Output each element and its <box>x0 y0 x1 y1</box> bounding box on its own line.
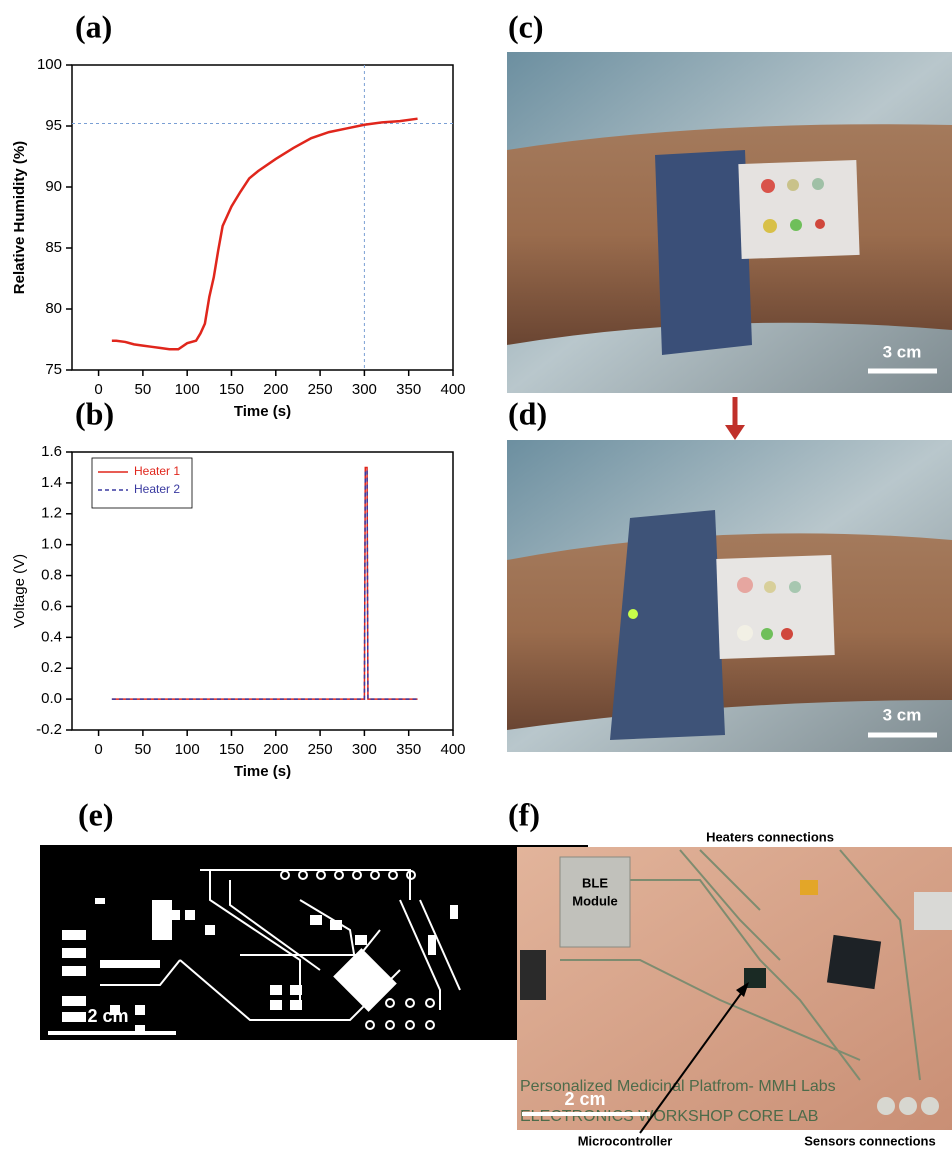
y-axis-label: Voltage (V) <box>11 554 28 628</box>
panel-label: (a) <box>75 8 112 44</box>
arrow-head <box>725 425 745 440</box>
plot-frame <box>72 65 453 370</box>
y-tick-label: -0.2 <box>36 721 62 738</box>
dot <box>789 581 801 593</box>
data-line <box>112 119 418 350</box>
x-tick-label: 0 <box>94 741 102 758</box>
y-tick-label: 90 <box>45 178 62 195</box>
y-tick-label: 100 <box>37 56 62 73</box>
figure: (a) (b) (c) (d) (e) (f) 3 cm 3 cm <box>0 0 952 1151</box>
patch <box>738 160 859 259</box>
x-tick-label: 250 <box>308 741 333 758</box>
annotation: Heaters connections <box>706 829 834 844</box>
y-tick-label: 80 <box>45 300 62 317</box>
x-axis-label: Time (s) <box>234 763 291 780</box>
dot <box>815 219 825 229</box>
connector <box>921 1097 939 1115</box>
pcb-layout: 2 cm <box>40 845 588 1040</box>
board-text: ELECTRONICS WORKSHOP CORE LAB <box>520 1108 818 1125</box>
x-tick-label: 400 <box>440 741 465 758</box>
x-tick-label: 350 <box>396 381 421 398</box>
panel-label: (e) <box>78 796 114 832</box>
dot <box>764 581 776 593</box>
button <box>914 892 952 930</box>
capacitor <box>800 880 818 895</box>
x-tick-label: 400 <box>440 381 465 398</box>
dot <box>763 219 777 233</box>
connector <box>899 1097 917 1115</box>
photo: 3 cm <box>507 440 952 752</box>
legend-label: Heater 2 <box>134 482 180 496</box>
y-tick-label: 1.6 <box>41 443 62 460</box>
panel-label: (d) <box>508 395 547 431</box>
dot <box>761 628 773 640</box>
x-tick-label: 250 <box>308 381 333 398</box>
annotation: Microcontroller <box>578 1133 673 1148</box>
panel-label: (f) <box>508 796 540 832</box>
dot <box>787 179 799 191</box>
y-tick-label: 1.2 <box>41 505 62 522</box>
y-tick-label: 0.8 <box>41 567 62 584</box>
panel-label: (b) <box>75 395 114 431</box>
y-tick-label: 0.2 <box>41 659 62 676</box>
y-tick-label: 1.0 <box>41 536 62 553</box>
x-axis-label: Time (s) <box>234 403 291 420</box>
legend-label: Heater 1 <box>134 464 180 478</box>
dot <box>812 178 824 190</box>
y-tick-label: 0.0 <box>41 690 62 707</box>
x-tick-label: 0 <box>94 381 102 398</box>
board-photo: BLE Module Personalized Medicinal Platfr… <box>517 847 952 1133</box>
scale-label: 3 cm <box>883 705 922 724</box>
dot <box>781 628 793 640</box>
dot <box>790 219 802 231</box>
x-tick-label: 150 <box>219 741 244 758</box>
component <box>520 950 546 1000</box>
photo: 3 cm <box>507 52 952 393</box>
led <box>628 609 638 619</box>
x-tick-label: 150 <box>219 381 244 398</box>
scale-label: 3 cm <box>883 342 922 361</box>
x-tick-label: 50 <box>135 381 152 398</box>
y-axis-label: Relative Humidity (%) <box>11 141 28 294</box>
y-tick-label: 95 <box>45 117 62 134</box>
dot <box>737 577 753 593</box>
x-tick-label: 200 <box>263 381 288 398</box>
x-tick-label: 100 <box>175 741 200 758</box>
y-tick-label: 0.6 <box>41 597 62 614</box>
x-tick-label: 200 <box>263 741 288 758</box>
x-tick-label: 300 <box>352 741 377 758</box>
y-tick-label: 0.4 <box>41 628 62 645</box>
microcontroller-chip <box>827 935 881 989</box>
x-tick-label: 300 <box>352 381 377 398</box>
panel-label: (c) <box>508 8 544 44</box>
x-tick-label: 100 <box>175 381 200 398</box>
dot <box>761 179 775 193</box>
connector <box>877 1097 895 1115</box>
patch <box>716 555 834 659</box>
x-tick-label: 350 <box>396 741 421 758</box>
module-label: Module <box>572 893 618 908</box>
y-tick-label: 1.4 <box>41 474 62 491</box>
y-tick-label: 75 <box>45 361 62 378</box>
module-label: BLE <box>582 875 608 890</box>
scale-label: 2 cm <box>87 1006 128 1026</box>
band <box>655 150 752 355</box>
dot <box>737 625 753 641</box>
x-tick-label: 50 <box>135 741 152 758</box>
y-tick-label: 85 <box>45 239 62 256</box>
scale-label: 2 cm <box>564 1089 605 1109</box>
annotation: Sensors connections <box>804 1133 935 1148</box>
